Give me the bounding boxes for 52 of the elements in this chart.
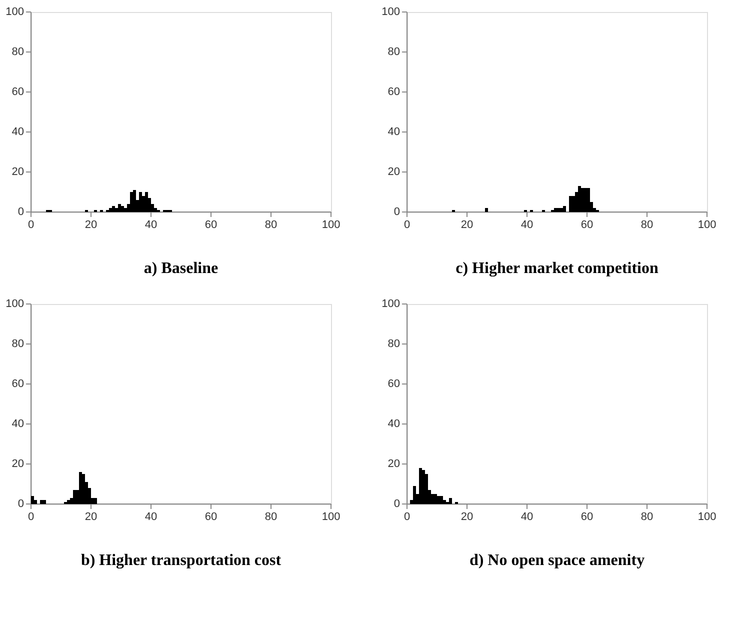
x-tick-label: 100 [698,511,716,523]
x-tick-label: 60 [580,511,594,523]
x-tick-label: 80 [264,511,278,523]
y-tick-label: 60 [12,378,24,390]
x-tick-label: 60 [204,219,218,231]
y-tick-label: 80 [388,46,400,58]
y-tick-label: 80 [388,338,400,350]
y-tick-label: 40 [388,126,400,138]
x-tick-label: 20 [460,219,474,231]
y-tick-label: 100 [382,6,400,18]
x-tick-label: 100 [698,219,716,231]
x-tick-label: 20 [84,511,98,523]
y-tick-label: 40 [12,126,24,138]
text: c) Higher market competition [456,260,658,277]
y-tick-label: 100 [6,6,24,18]
y-tick-label: 20 [12,166,24,178]
x-tick-label: 40 [520,511,534,523]
y-tick-label: 60 [388,86,400,98]
x-tick-label: 60 [204,511,218,523]
y-tick-label: 0 [394,206,400,218]
x-tick-label: 80 [264,219,278,231]
x-tick-label: 0 [404,511,410,523]
y-tick-label: 40 [12,418,24,430]
x-tick-label: 40 [144,219,158,231]
y-tick-label: 20 [388,166,400,178]
x-tick-label: 0 [28,511,34,523]
y-tick-label: 0 [18,498,24,510]
text: d) No open space amenity [469,552,645,569]
y-tick-label: 20 [12,458,24,470]
x-tick-label: 20 [84,219,98,231]
y-tick-label: 60 [388,378,400,390]
x-tick-label: 20 [460,511,474,523]
x-tick-label: 80 [640,219,654,231]
y-tick-label: 0 [394,498,400,510]
text: b) Higher transportation cost [80,552,282,569]
y-tick-label: 20 [388,458,400,470]
x-tick-label: 40 [144,511,158,523]
y-tick-label: 80 [12,338,24,350]
text: a) Baseline [144,260,218,277]
y-tick-label: 60 [12,86,24,98]
y-tick-label: 100 [6,298,24,310]
x-tick-label: 0 [28,219,34,231]
x-tick-label: 60 [580,219,594,231]
x-tick-label: 100 [322,219,340,231]
x-tick-label: 80 [640,511,654,523]
y-tick-label: 0 [18,206,24,218]
y-tick-label: 40 [388,418,400,430]
x-tick-label: 0 [404,219,410,231]
x-tick-label: 40 [520,219,534,231]
x-tick-label: 100 [322,511,340,523]
y-tick-label: 80 [12,46,24,58]
y-tick-label: 100 [382,298,400,310]
